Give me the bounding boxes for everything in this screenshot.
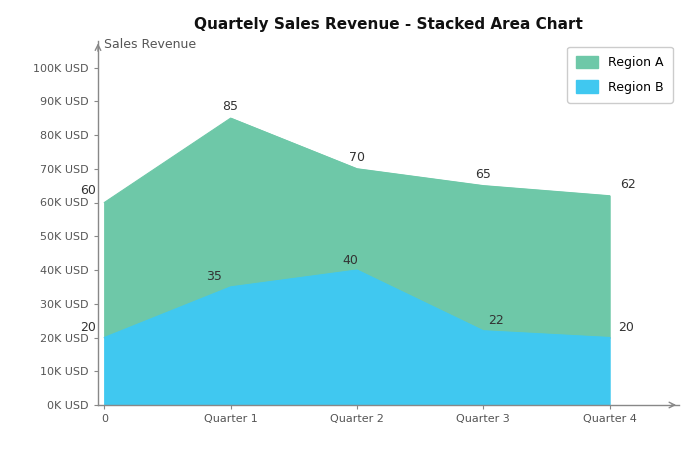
Text: 20: 20 [80,321,96,334]
Text: Sales Revenue: Sales Revenue [104,38,197,51]
Text: 40: 40 [343,254,358,266]
Text: 85: 85 [223,100,239,113]
Text: 35: 35 [206,270,222,284]
Text: 62: 62 [621,178,636,191]
Text: 20: 20 [618,321,634,334]
Text: 70: 70 [349,151,365,164]
Title: Quartely Sales Revenue - Stacked Area Chart: Quartely Sales Revenue - Stacked Area Ch… [194,18,583,32]
Text: 65: 65 [475,167,491,180]
Text: 60: 60 [80,184,96,198]
Text: 22: 22 [488,315,504,328]
Legend: Region A, Region B: Region A, Region B [567,47,673,103]
